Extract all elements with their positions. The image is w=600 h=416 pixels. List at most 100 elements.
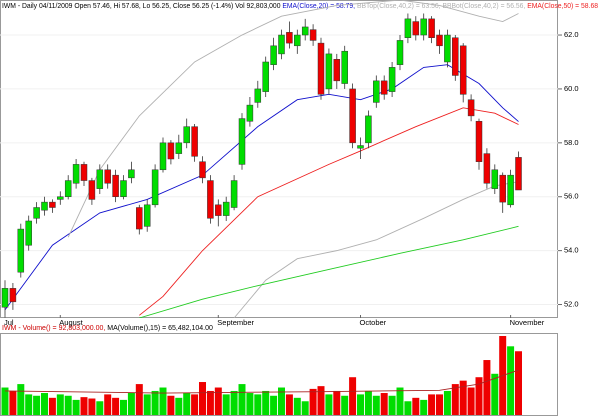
candle-body [9, 288, 17, 303]
candle-body [151, 169, 159, 206]
volume-bar [56, 394, 64, 415]
volume-bar [467, 387, 475, 415]
candle-body [183, 126, 190, 144]
volume-bar [143, 394, 151, 415]
candle-body [222, 201, 230, 216]
volume-bar [507, 346, 515, 415]
indicator-line [139, 107, 519, 316]
y-tick-label: 52.0 [564, 300, 579, 309]
volume-bar [112, 397, 120, 415]
volume-bar [420, 399, 428, 415]
candle-body [499, 174, 506, 203]
volume-bar [206, 390, 214, 415]
volume-bar [317, 386, 325, 415]
volume-bar [404, 401, 412, 415]
legend-entry: EMA(Close,50) = 58.68 [527, 3, 598, 10]
candle-body [1, 288, 9, 308]
chart-title: IWM - Daily 04/11/2009 Open 57.46, Hi 57… [2, 3, 598, 10]
volume-bar [372, 395, 380, 415]
volume-bar [396, 387, 404, 415]
volume-bar [254, 394, 262, 415]
candle-body [167, 142, 175, 160]
candle-body [317, 42, 325, 95]
candle-body [191, 126, 198, 157]
candle-body [49, 201, 56, 208]
volume-bar [183, 393, 191, 415]
candle-body [452, 37, 459, 76]
volume-bar [135, 384, 143, 415]
volume-bar [475, 377, 483, 415]
volume-bar [151, 390, 159, 415]
volume-bar [33, 395, 41, 415]
candle-body [72, 164, 80, 184]
volume-bar [309, 388, 317, 415]
volume-bar [443, 390, 451, 415]
candle-body [270, 45, 277, 65]
volume-bar [301, 401, 309, 415]
volume-bar [270, 395, 278, 415]
candle-body [159, 142, 167, 171]
candle-body [325, 53, 333, 90]
volume-bar [191, 394, 199, 415]
volume-bar [278, 387, 285, 415]
price-panel [0, 0, 558, 318]
volume-bar [104, 394, 112, 415]
volume-bar [285, 394, 293, 415]
volume-ma-line [4, 369, 519, 394]
candle-body [88, 180, 96, 200]
candle-body [25, 220, 32, 246]
indicator-line [233, 181, 519, 318]
candle-body [64, 180, 72, 197]
candle-body [96, 169, 104, 189]
volume-bar [48, 397, 56, 415]
y-tick-label: 54.0 [564, 246, 579, 255]
candle-body [262, 61, 269, 92]
volume-title: IWM - Volume() = 92,803,000.00, MA(Volum… [2, 325, 213, 332]
volume-bar [1, 387, 9, 415]
candle-body [199, 161, 206, 179]
candle-body [246, 104, 254, 122]
candle-body [341, 50, 348, 84]
volume-bar [436, 394, 443, 415]
candle-body [128, 169, 135, 179]
volume-bar [451, 384, 459, 415]
volume-bar [333, 390, 341, 415]
volume-title: IWM - Volume() = 92,803,000.00, [2, 325, 105, 332]
x-tick-label: August [59, 318, 83, 327]
volume-bar [380, 393, 388, 415]
candle-body [215, 204, 222, 216]
candle-body [238, 118, 246, 165]
candle-body [483, 153, 491, 184]
volume-bar [9, 390, 17, 415]
candle-body [207, 180, 214, 219]
volume-bar [388, 395, 396, 415]
candle-body [475, 121, 483, 162]
candle-body [294, 34, 301, 47]
volume-ma-label: MA(Volume(),15) = 65,482,104.00 [107, 325, 213, 332]
x-tick-label: November [510, 318, 545, 327]
volume-bar [293, 397, 301, 415]
y-tick-label: 62.0 [564, 30, 579, 39]
volume-bar [214, 387, 222, 415]
candle-body [17, 228, 25, 273]
volume-bar [483, 360, 491, 415]
candle-body [349, 88, 356, 144]
volume-bar [72, 399, 80, 415]
candle-body [120, 180, 127, 197]
candle-body [357, 145, 364, 149]
volume-bar [238, 384, 246, 415]
volume-bar [199, 382, 206, 415]
candle-body [309, 29, 317, 41]
plot-area [0, 0, 558, 318]
volume-bar [246, 393, 254, 415]
candle-body [278, 34, 285, 55]
title: IWM - Daily 04/11/2009 Open 57.46, Hi 57… [2, 3, 281, 10]
candle-body [515, 157, 522, 191]
volume-bar [349, 377, 357, 415]
volume-bar [459, 380, 467, 415]
candle-body [444, 34, 451, 63]
volume-bar [120, 399, 127, 415]
candle-body [136, 207, 143, 230]
candle-body [80, 164, 88, 181]
